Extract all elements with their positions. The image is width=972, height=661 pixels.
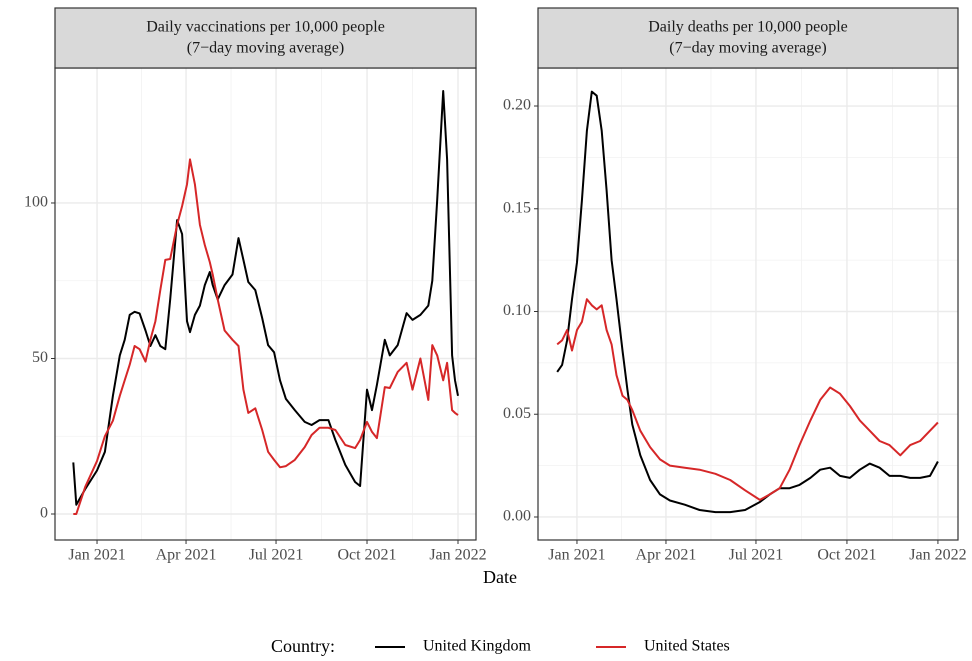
x-axis-label: Date [483,567,517,587]
data-line [72,90,459,506]
strip-title: Daily deaths per 10,000 people [648,19,848,36]
x-tick-label: Jul 2021 [729,547,784,564]
data-line [73,158,459,515]
y-tick-label: 0.00 [503,508,531,525]
x-tick-label: Jan 2021 [68,547,125,564]
x-tick-label: Apr 2021 [636,547,697,564]
x-tick-label: Oct 2021 [817,547,876,564]
y-tick-label: 50 [32,349,48,366]
legend-label: United States [644,638,730,655]
panel-background [538,68,958,540]
data-line [556,90,939,514]
strip [537,7,959,69]
x-tick-label: Oct 2021 [337,547,396,564]
legend-label: United Kingdom [423,638,532,655]
strip-subtitle: (7−day moving average) [187,40,344,57]
strip-title: Daily vaccinations per 10,000 people [146,19,385,36]
y-tick-label: 100 [24,194,48,211]
legend-title: Country: [271,636,335,656]
x-tick-label: Jan 2022 [909,547,966,564]
panel-background [55,68,476,540]
x-tick-label: Jan 2022 [429,547,486,564]
strip-subtitle: (7−day moving average) [669,40,826,57]
x-tick-label: Apr 2021 [156,547,217,564]
x-tick-label: Jan 2021 [548,547,605,564]
data-line [556,298,939,501]
strip [54,7,477,69]
y-tick-label: 0.10 [503,302,531,319]
x-tick-label: Jul 2021 [249,547,304,564]
y-tick-label: 0 [40,505,48,522]
y-tick-label: 0.05 [503,405,531,422]
y-tick-label: 0.20 [503,97,531,114]
y-tick-label: 0.15 [503,199,531,216]
